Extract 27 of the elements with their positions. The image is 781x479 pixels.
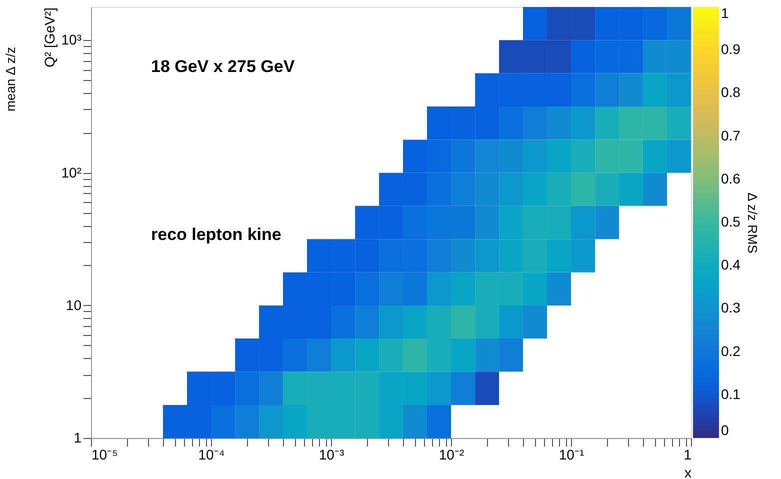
color-bar-title: Δ z/z RMS (745, 192, 760, 254)
x-tick-label: 10⁻⁵ (92, 446, 118, 462)
annotation: reco lepton kine (151, 225, 282, 244)
x-tick-label: 10⁻² (438, 446, 464, 462)
color-bar-label: 0.4 (721, 256, 741, 273)
y-axis-title: Q² [GeV²] (41, 8, 58, 68)
text: mean Δ z/z (3, 47, 18, 112)
color-bar-label: 0.9 (721, 41, 741, 58)
x-tick-label: 10⁻¹ (558, 446, 584, 462)
color-bar-label: 0.1 (721, 386, 741, 402)
color-bar-label: 0.2 (721, 342, 741, 359)
x-tick-label: 1 (684, 446, 692, 462)
color-bar-label: 0.6 (721, 170, 741, 186)
y-tick-label: 10 (66, 296, 82, 313)
y-tick-label: 10² (61, 164, 82, 180)
color-bar-label: 0.7 (721, 127, 741, 144)
annotation: 18 GeV x 275 GeV (151, 57, 296, 76)
color-bar-label: 0.8 (721, 84, 741, 100)
color-bar-label: 1 (721, 5, 729, 21)
x-tick-label: 10⁻³ (318, 446, 344, 462)
y-tick-label: 1 (74, 430, 82, 446)
x-axis-title: x (684, 464, 692, 479)
y-tick-label: 10³ (61, 32, 82, 48)
x-tick-label: 10⁻⁴ (198, 446, 225, 462)
color-bar-label: 0 (721, 422, 729, 438)
color-bar-label: 0.5 (721, 214, 741, 230)
color-bar-label: 0.3 (721, 300, 741, 316)
